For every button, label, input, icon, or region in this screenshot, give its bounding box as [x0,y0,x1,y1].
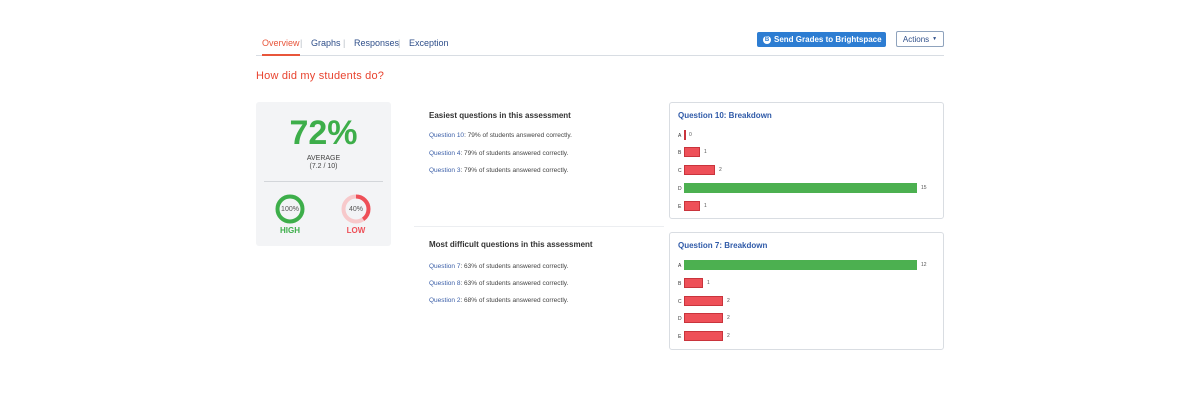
question-link[interactable]: Question 8 [429,280,461,287]
bar-value: 12 [921,262,927,268]
list-item: Question 7: 63% of students answered cor… [429,263,568,270]
bar-label: B [678,281,682,287]
bar [684,183,917,193]
bar-value: 1 [704,149,707,155]
panel-title: Question 7: Breakdown [678,241,768,250]
tab-graphs[interactable]: Graphs [311,38,341,48]
list-item: Question 2: 68% of students answered cor… [429,297,568,304]
question-stat: : 63% of students answered correctly. [460,263,569,270]
question-link[interactable]: Question 10 [429,132,465,139]
high-score-ring: 100% [275,194,305,224]
low-score-ring: 40% [341,194,371,224]
question-10-breakdown-panel: Question 10: Breakdown A 0 B 1 C 2 D 15 E 1 [669,102,944,219]
send-grades-button[interactable]: B Send Grades to Brightspace [757,32,886,47]
section-divider [414,226,664,227]
list-item: Question 8: 63% of students answered cor… [429,280,568,287]
high-percent: 100% [281,205,299,213]
tab-separator: | [398,38,401,48]
average-score: (7.2 / 10) [309,163,338,170]
bar-label: E [678,204,682,210]
high-label: HIGH [280,226,300,235]
bar-value: 1 [707,280,710,286]
high-ring-arc [275,194,305,224]
tab-bar: Overview | Graphs | Responses | Exceptio… [256,32,944,56]
bar [684,201,700,211]
question-stat: : 79% of students answered correctly. [460,150,569,157]
bar [684,147,700,157]
bar [684,313,723,323]
bar-label: A [678,263,682,269]
brightspace-icon: B [763,35,771,44]
question-stat: : 68% of students answered correctly. [460,297,569,304]
summary-card: 72% AVERAGE (7.2 / 10) 100% HIGH 40% LOW [256,102,391,246]
easiest-heading: Easiest questions in this assessment [429,111,571,120]
bar-label: B [678,150,682,156]
bar-value: 0 [689,132,692,138]
bar-value: 2 [727,333,730,339]
question-link[interactable]: Question 7 [429,263,461,270]
low-percent: 40% [348,205,363,213]
low-ring-arc [341,194,371,224]
question-link[interactable]: Question 3 [429,167,461,174]
bar-value: 2 [727,315,730,321]
tab-separator: | [343,38,346,48]
actions-label: Actions [902,34,930,44]
panel-title: Question 10: Breakdown [678,111,772,120]
bar [684,278,703,288]
bar [684,165,715,175]
tab-separator: | [300,38,303,48]
bar-value: 2 [719,167,722,173]
tab-exception[interactable]: Exception [409,38,449,48]
question-stat: : 79% of students answered correctly. [460,167,569,174]
bar [684,331,723,341]
tab-overview[interactable]: Overview [262,38,300,56]
bar-label: D [678,316,682,322]
low-label: LOW [346,226,366,235]
difficult-heading: Most difficult questions in this assessm… [429,240,593,249]
list-item: Question 4: 79% of students answered cor… [429,150,568,157]
bar-label: C [678,299,682,305]
bar [684,296,723,306]
list-item: Question 10: 79% of students answered co… [429,132,572,139]
question-link[interactable]: Question 4 [429,150,461,157]
average-label: AVERAGE [306,155,341,162]
question-stat: : 79% of students answered correctly. [464,132,572,139]
bar-value: 1 [704,203,707,209]
bar-value: 15 [921,185,927,191]
list-item: Question 3: 79% of students answered cor… [429,167,568,174]
question-link[interactable]: Question 2 [429,297,461,304]
tab-responses[interactable]: Responses [354,38,400,48]
question-7-breakdown-panel: Question 7: Breakdown A 12 B 1 C 2 D 2 E 2 [669,232,944,350]
bar-label: E [678,334,682,340]
average-percent: 72% [289,114,358,152]
chevron-down-icon: ▼ [932,36,938,42]
bar [684,260,917,270]
page-title: How did my students do? [256,70,385,82]
bar-label: C [678,168,682,174]
bar-label: A [678,133,682,139]
question-stat: : 63% of students answered correctly. [460,280,569,287]
summary-divider [264,181,383,182]
bar-label: D [678,186,682,192]
bar-value: 2 [727,298,730,304]
actions-dropdown[interactable]: Actions ▼ [896,31,944,47]
send-grades-label: Send Grades to Brightspace [774,35,882,44]
bar [684,130,686,140]
